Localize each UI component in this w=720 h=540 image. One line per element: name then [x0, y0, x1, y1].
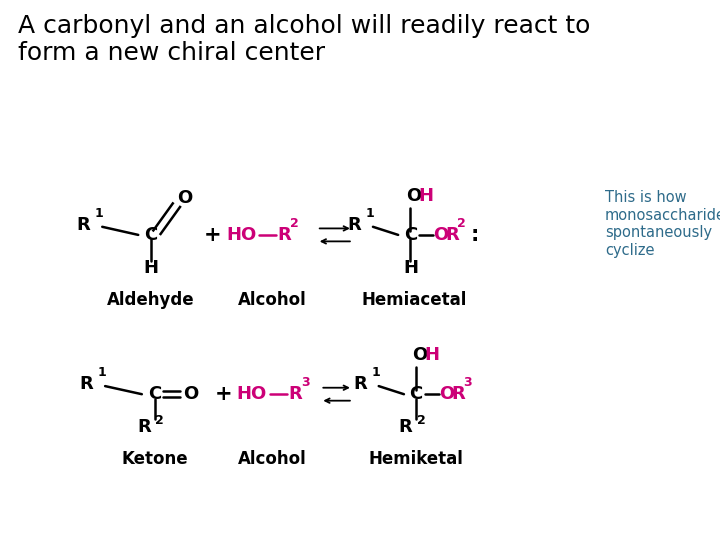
- Text: C: C: [410, 385, 423, 403]
- Text: R: R: [138, 417, 151, 436]
- Text: C: C: [404, 226, 417, 244]
- Text: R: R: [451, 385, 465, 403]
- Text: O: O: [183, 385, 199, 403]
- Text: Aldehyde: Aldehyde: [107, 291, 195, 309]
- Text: O: O: [406, 187, 422, 205]
- Text: R: R: [445, 226, 459, 244]
- Text: 3: 3: [301, 376, 310, 389]
- Text: Alcohol: Alcohol: [238, 291, 307, 309]
- Text: H: H: [419, 187, 433, 205]
- Text: 1: 1: [98, 366, 107, 379]
- Text: O: O: [176, 189, 192, 207]
- Text: R: R: [348, 216, 361, 234]
- Text: H: H: [425, 346, 439, 364]
- Text: O: O: [412, 346, 428, 364]
- Text: 1: 1: [95, 207, 104, 220]
- Text: O: O: [438, 385, 454, 403]
- Text: +: +: [204, 225, 221, 245]
- Text: H: H: [144, 259, 158, 278]
- Text: R: R: [80, 375, 94, 394]
- Text: 2: 2: [457, 217, 466, 230]
- Text: R: R: [288, 385, 302, 403]
- Text: R: R: [277, 226, 292, 244]
- Text: :: :: [471, 225, 480, 245]
- Text: R: R: [354, 375, 367, 394]
- Text: R: R: [399, 417, 413, 436]
- Text: 1: 1: [372, 366, 380, 379]
- Text: C: C: [148, 385, 161, 403]
- Text: A carbonyl and an alcohol will readily react to
form a new chiral center: A carbonyl and an alcohol will readily r…: [18, 14, 590, 65]
- Text: Hemiacetal: Hemiacetal: [361, 291, 467, 309]
- Text: HO: HO: [226, 226, 256, 244]
- Text: 3: 3: [463, 376, 472, 389]
- Text: 1: 1: [366, 207, 374, 220]
- Text: 2: 2: [417, 414, 426, 427]
- Text: 2: 2: [156, 414, 164, 427]
- Text: Ketone: Ketone: [122, 450, 188, 468]
- Text: Hemiketal: Hemiketal: [369, 450, 464, 468]
- Text: Alcohol: Alcohol: [238, 450, 307, 468]
- Text: 2: 2: [290, 217, 299, 230]
- Text: H: H: [403, 259, 418, 278]
- Text: O: O: [433, 226, 449, 244]
- Text: C: C: [145, 226, 158, 244]
- Text: This is how
monosaccharides
spontaneously
cyclize: This is how monosaccharides spontaneousl…: [605, 191, 720, 258]
- Text: +: +: [215, 384, 232, 404]
- Text: HO: HO: [237, 385, 267, 403]
- Text: R: R: [76, 216, 90, 234]
